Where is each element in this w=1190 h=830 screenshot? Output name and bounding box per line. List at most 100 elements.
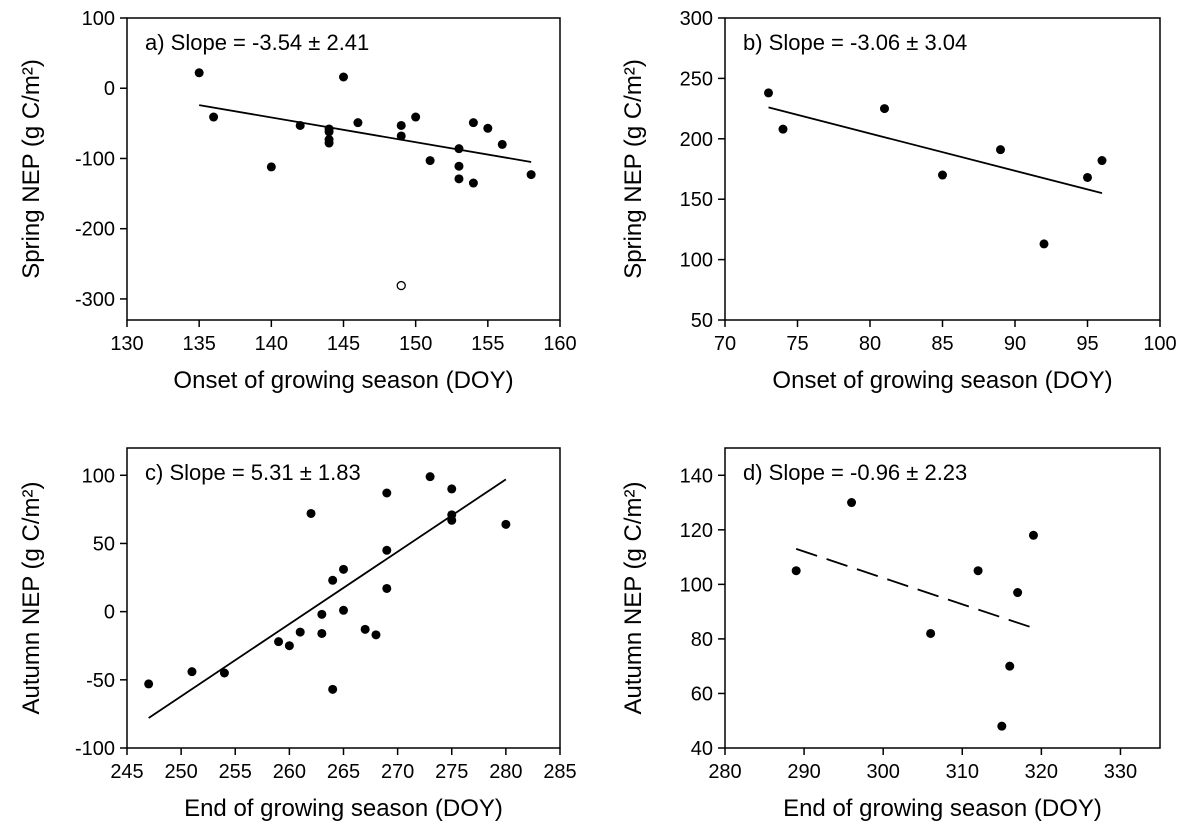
panel-c: 245 250 255 260 265 270 275 280 285 -100 -50 0 50 100… — [18, 447, 577, 822]
x-tick-label: 280 — [708, 761, 741, 783]
plot-frame — [724, 17, 1161, 321]
x-tick-label: 145 — [327, 333, 360, 355]
data-point — [219, 668, 229, 678]
x-tick-label: 100 — [1143, 333, 1176, 355]
data-point — [454, 174, 464, 184]
y-tick-label: 200 — [680, 129, 713, 151]
data-point — [396, 131, 406, 141]
plot-frame — [126, 447, 561, 749]
panel-b: 70 75 80 85 90 95 100 50 100 150 200 250 300 Onset of… — [620, 8, 1177, 394]
y-tick-label: 250 — [680, 68, 713, 90]
data-point — [1097, 156, 1107, 166]
data-point — [324, 127, 334, 137]
data-point — [360, 624, 370, 634]
regression-line — [795, 548, 1034, 629]
y-tick-label: -200 — [75, 219, 115, 241]
data-point — [339, 564, 348, 574]
data-point — [1083, 172, 1092, 182]
data-point — [411, 112, 421, 122]
y-tick-label: 60 — [691, 683, 713, 705]
y-tick-label: 100 — [680, 574, 713, 596]
panel-d: 280 290 300 310 320 330 40 60 80 100 120 140 End of … — [620, 447, 1161, 822]
x-axis-label: Onset of growing season (DOY) — [772, 367, 1112, 394]
data-point — [396, 120, 406, 130]
x-tick-label: 310 — [946, 761, 979, 783]
x-tick-label: 75 — [786, 333, 808, 355]
panel-a: 130 135 140 145 150 155 160 -300 -200 -100 0 100 Ons… — [18, 8, 577, 394]
x-tick-label: 255 — [219, 761, 252, 783]
y-axis-label: Spring NEP (g C/m²) — [18, 59, 45, 279]
y-axis-label: Spring NEP (g C/m²) — [620, 59, 647, 279]
data-point — [339, 72, 348, 82]
y-tick-label: 40 — [691, 738, 713, 760]
y-tick-label: 0 — [104, 78, 115, 100]
data-point — [483, 123, 493, 133]
y-tick-label: 80 — [691, 629, 713, 651]
data-point — [306, 508, 316, 518]
slope-annotation: c) Slope = 5.31 ± 1.83 — [145, 460, 361, 485]
x-tick-label: 260 — [273, 761, 306, 783]
x-axis-label: Onset of growing season (DOY) — [173, 367, 513, 394]
plot-frame — [724, 447, 1161, 749]
data-point — [1039, 239, 1049, 249]
y-tick-label: 140 — [680, 465, 713, 487]
data-point — [295, 627, 305, 637]
x-tick-label: 250 — [164, 761, 197, 783]
x-tick-label: 290 — [787, 761, 820, 783]
data-point — [317, 628, 327, 638]
y-tick-label: -300 — [75, 289, 115, 311]
data-point — [194, 68, 204, 78]
data-point — [328, 684, 338, 694]
x-axis-label: End of growing season (DOY) — [184, 795, 503, 822]
data-point — [425, 472, 435, 482]
y-tick-label: 100 — [680, 250, 713, 272]
y-tick-label: 100 — [82, 8, 115, 30]
x-tick-label: 155 — [471, 333, 504, 355]
data-point — [328, 575, 338, 585]
data-point — [778, 124, 788, 134]
x-tick-label: 285 — [543, 761, 576, 783]
x-tick-label: 95 — [1076, 333, 1098, 355]
regression-line — [148, 478, 507, 719]
y-tick-label: 150 — [680, 189, 713, 211]
data-point — [295, 120, 305, 130]
data-point — [997, 721, 1007, 731]
data-point — [144, 679, 154, 689]
data-point — [447, 484, 457, 494]
x-tick-label: 160 — [543, 333, 576, 355]
regression-line — [199, 104, 532, 163]
data-point — [353, 118, 363, 128]
data-point — [501, 519, 511, 529]
data-point — [468, 178, 478, 188]
data-point — [996, 145, 1005, 155]
plot-frame — [126, 17, 561, 321]
data-point — [847, 498, 857, 508]
x-tick-label: 130 — [110, 333, 143, 355]
data-point — [382, 545, 392, 555]
x-tick-label: 135 — [182, 333, 215, 355]
data-point — [973, 566, 983, 576]
y-tick-label: 50 — [93, 533, 115, 555]
x-tick-label: 90 — [1004, 333, 1026, 355]
y-tick-label: 0 — [104, 602, 115, 624]
slope-annotation: d) Slope = -0.96 ± 2.23 — [743, 460, 967, 485]
y-tick-label: -100 — [75, 738, 115, 760]
y-tick-label: 300 — [680, 8, 713, 30]
data-point — [791, 566, 801, 576]
data-point — [454, 161, 464, 171]
data-point — [371, 630, 381, 640]
data-point — [1005, 661, 1015, 671]
y-axis-label: Autumn NEP (g C/m²) — [620, 482, 647, 715]
x-tick-label: 280 — [489, 761, 522, 783]
data-point — [497, 139, 507, 149]
x-tick-label: 80 — [859, 333, 881, 355]
x-tick-label: 265 — [327, 761, 360, 783]
data-point — [339, 605, 348, 615]
data-point — [425, 156, 435, 166]
y-tick-label: 100 — [82, 465, 115, 487]
x-tick-label: 140 — [255, 333, 288, 355]
x-tick-label: 330 — [1104, 761, 1137, 783]
y-tick-label: 120 — [680, 520, 713, 542]
data-point — [274, 637, 284, 647]
